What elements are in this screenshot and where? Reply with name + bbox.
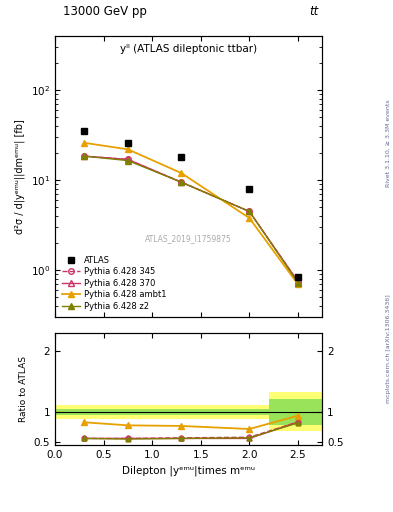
Y-axis label: d²σ / d|yᵉᵐᵘ||dmᵉᵐᵘ| [fb]: d²σ / d|yᵉᵐᵘ||dmᵉᵐᵘ| [fb] xyxy=(15,119,25,234)
Pythia 6.428 z2 xyxy=(82,153,86,159)
Pythia 6.428 345 xyxy=(82,153,86,159)
Pythia 6.428 z2 xyxy=(125,158,130,164)
Line: Pythia 6.428 z2: Pythia 6.428 z2 xyxy=(81,154,301,285)
Line: Pythia 6.428 ambt1: Pythia 6.428 ambt1 xyxy=(81,139,301,288)
Pythia 6.428 370 xyxy=(296,279,300,285)
Pythia 6.428 ambt1 xyxy=(247,215,252,221)
Pythia 6.428 370 xyxy=(247,208,252,215)
Y-axis label: Ratio to ATLAS: Ratio to ATLAS xyxy=(19,356,28,422)
Text: ATLAS_2019_I1759875: ATLAS_2019_I1759875 xyxy=(145,234,232,243)
Pythia 6.428 ambt1 xyxy=(179,170,184,176)
ATLAS xyxy=(82,128,86,134)
ATLAS xyxy=(247,186,252,192)
ATLAS xyxy=(296,273,300,280)
Line: Pythia 6.428 370: Pythia 6.428 370 xyxy=(81,154,301,284)
Pythia 6.428 ambt1 xyxy=(82,140,86,146)
Pythia 6.428 345 xyxy=(125,156,130,162)
X-axis label: Dilepton |yᵉᵐᵘ|times mᵉᵐᵘ: Dilepton |yᵉᵐᵘ|times mᵉᵐᵘ xyxy=(122,466,255,476)
Pythia 6.428 345 xyxy=(247,208,252,215)
Line: Pythia 6.428 345: Pythia 6.428 345 xyxy=(81,154,301,284)
ATLAS xyxy=(125,140,130,146)
Pythia 6.428 z2 xyxy=(247,208,252,215)
Text: mcplots.cern.ch [arXiv:1306.3436]: mcplots.cern.ch [arXiv:1306.3436] xyxy=(386,294,391,402)
Pythia 6.428 345 xyxy=(179,179,184,185)
Text: Rivet 3.1.10, ≥ 3.3M events: Rivet 3.1.10, ≥ 3.3M events xyxy=(386,99,391,187)
Text: tt: tt xyxy=(309,5,318,18)
ATLAS xyxy=(179,154,184,160)
Pythia 6.428 370 xyxy=(82,153,86,159)
Text: 13000 GeV pp: 13000 GeV pp xyxy=(63,5,147,18)
Line: ATLAS: ATLAS xyxy=(81,127,301,280)
Pythia 6.428 z2 xyxy=(296,280,300,286)
Pythia 6.428 ambt1 xyxy=(296,281,300,287)
Pythia 6.428 370 xyxy=(125,156,130,162)
Pythia 6.428 370 xyxy=(179,179,184,185)
Legend: ATLAS, Pythia 6.428 345, Pythia 6.428 370, Pythia 6.428 ambt1, Pythia 6.428 z2: ATLAS, Pythia 6.428 345, Pythia 6.428 37… xyxy=(59,253,169,313)
Pythia 6.428 z2 xyxy=(179,179,184,185)
Text: yᴵᴵ (ATLAS dileptonic ttbar): yᴵᴵ (ATLAS dileptonic ttbar) xyxy=(120,45,257,54)
Pythia 6.428 345 xyxy=(296,279,300,285)
Pythia 6.428 ambt1 xyxy=(125,146,130,153)
